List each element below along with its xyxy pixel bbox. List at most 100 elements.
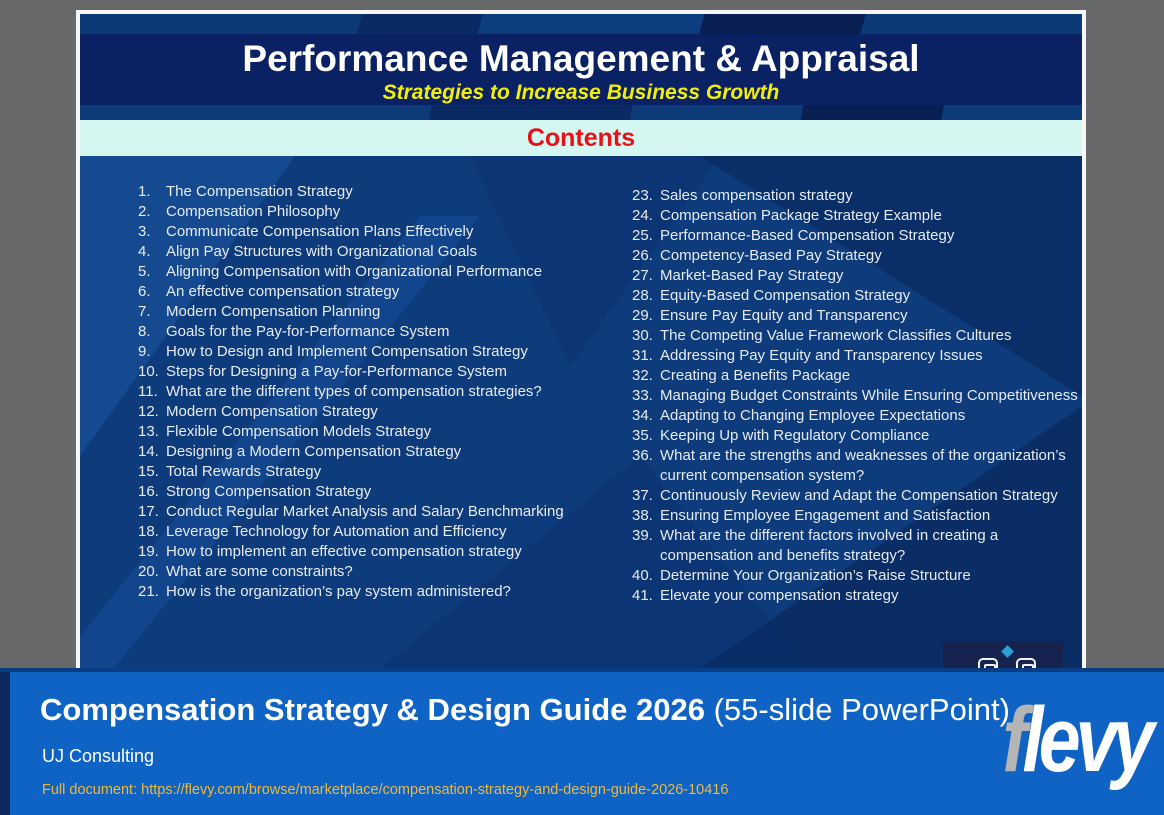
toc-item-text: The Competing Value Framework Classifies… [660, 327, 1012, 344]
toc-item: 21. How is the organization’s pay system… [138, 582, 588, 602]
toc-item-number: 24. [632, 207, 653, 224]
toc-item-number: 28. [632, 287, 653, 304]
toc-item-number: 2. [138, 203, 151, 220]
toc-item: 35. Keeping Up with Regulatory Complianc… [632, 426, 1082, 446]
diamond-icon [1001, 645, 1014, 658]
toc-item: 41. Elevate your compensation strategy [632, 586, 1082, 606]
toc-item-number: 23. [632, 187, 653, 204]
toc-item-number: 16. [138, 483, 159, 500]
toc-item-number: 1. [138, 183, 151, 200]
toc-item-text: Align Pay Structures with Organizational… [166, 243, 477, 260]
toc-item: 9. How to Design and Implement Compensat… [138, 342, 588, 362]
toc-item-number: 30. [632, 327, 653, 344]
toc-item: 17. Conduct Regular Market Analysis and … [138, 502, 588, 522]
toc-item: 15. Total Rewards Strategy [138, 462, 588, 482]
toc-item-number: 5. [138, 263, 151, 280]
toc-item: 28. Equity-Based Compensation Strategy [632, 286, 1082, 306]
toc-item: 40. Determine Your Organization’s Raise … [632, 566, 1082, 586]
toc-item: 23. Sales compensation strategy [632, 186, 1082, 206]
toc-item-number: 21. [138, 583, 159, 600]
toc-item-text: What are the strengths and weaknesses of… [660, 447, 1066, 484]
slide-title-band: Performance Management & Appraisal Strat… [80, 34, 1082, 105]
toc-item-text: Steps for Designing a Pay-for-Performanc… [166, 363, 507, 380]
toc-item-text: Strong Compensation Strategy [166, 483, 372, 500]
toc-item-text: How to Design and Implement Compensation… [166, 343, 528, 360]
document-title: Compensation Strategy & Design Guide 202… [40, 692, 1010, 728]
slide-subtitle: Strategies to Increase Business Growth [382, 81, 780, 104]
toc-item-text: Ensure Pay Equity and Transparency [660, 307, 908, 324]
toc-item-number: 4. [138, 243, 151, 260]
toc-item-number: 31. [632, 347, 653, 364]
toc-item-number: 26. [632, 247, 653, 264]
document-author: UJ Consulting [42, 746, 155, 766]
toc-item: 3. Communicate Compensation Plans Effect… [138, 222, 588, 242]
toc-item-text: Determine Your Organization’s Raise Stru… [660, 567, 971, 584]
toc-item-text: Elevate your compensation strategy [660, 587, 899, 604]
full-document-link[interactable]: Full document: https://flevy.com/browse/… [42, 782, 729, 798]
toc-item: 39. What are the different factors invol… [632, 526, 1082, 566]
toc-item: 18. Leverage Technology for Automation a… [138, 522, 588, 542]
document-title-format: (55-slide PowerPoint) [704, 692, 1010, 727]
toc-item-number: 7. [138, 303, 151, 320]
toc-item-number: 13. [138, 423, 159, 440]
background-geometric-pattern [80, 156, 1082, 706]
toc-item-number: 8. [138, 323, 151, 340]
toc-column-left: 1. The Compensation Strategy 2. Compensa… [138, 182, 588, 602]
toc-item: 8. Goals for the Pay-for-Performance Sys… [138, 322, 588, 342]
toc-item: 6. An effective compensation strategy [138, 282, 588, 302]
toc-item-number: 40. [632, 567, 653, 584]
toc-column-right: 23. Sales compensation strategy 24. Comp… [632, 186, 1082, 606]
toc-item-text: Designing a Modern Compensation Strategy [166, 443, 462, 460]
toc-item: 5. Aligning Compensation with Organizati… [138, 262, 588, 282]
toc-item-text: Addressing Pay Equity and Transparency I… [660, 347, 983, 364]
document-title-name: Compensation Strategy & Design Guide 202… [40, 692, 705, 727]
document-info-banner: Compensation Strategy & Design Guide 202… [0, 668, 1164, 815]
toc-item-text: Equity-Based Compensation Strategy [660, 287, 911, 304]
toc-item-text: The Compensation Strategy [166, 183, 353, 200]
toc-item: 16. Strong Compensation Strategy [138, 482, 588, 502]
toc-item: 25. Performance-Based Compensation Strat… [632, 226, 1082, 246]
toc-item-number: 10. [138, 363, 159, 380]
toc-item-text: Sales compensation strategy [660, 187, 853, 204]
toc-item: 1. The Compensation Strategy [138, 182, 588, 202]
contents-heading: Contents [526, 124, 636, 152]
toc-item: 12. Modern Compensation Strategy [138, 402, 588, 422]
flevy-logo-levy: levy [1022, 689, 1155, 791]
slide-title: Performance Management & Appraisal [242, 38, 920, 79]
toc-item-text: Keeping Up with Regulatory Compliance [660, 427, 930, 444]
toc-item-number: 11. [138, 383, 158, 400]
contents-bar: Contents [80, 120, 1082, 156]
toc-item-number: 35. [632, 427, 653, 444]
toc-item-number: 39. [632, 527, 653, 544]
toc-item-number: 19. [138, 543, 159, 560]
toc-item-text: Modern Compensation Planning [166, 303, 381, 320]
toc-item: 2. Compensation Philosophy [138, 202, 588, 222]
slide-content-area: 1. The Compensation Strategy 2. Compensa… [80, 156, 1082, 706]
toc-item-number: 34. [632, 407, 653, 424]
toc-item: 11. What are the different types of comp… [138, 382, 588, 402]
toc-item-number: 3. [138, 223, 151, 240]
toc-item-number: 17. [138, 503, 159, 520]
toc-item: 32. Creating a Benefits Package [632, 366, 1082, 386]
toc-item-number: 27. [632, 267, 653, 284]
toc-item: 38. Ensuring Employee Engagement and Sat… [632, 506, 1082, 526]
toc-item-text: Goals for the Pay-for-Performance System [166, 323, 450, 340]
toc-item-text: Aligning Compensation with Organizationa… [166, 263, 543, 280]
banner-left-accent-strip [0, 672, 10, 815]
toc-item: 36. What are the strengths and weaknesse… [632, 446, 1082, 486]
toc-item-text: Compensation Package Strategy Example [660, 207, 942, 224]
toc-item-text: How to implement an effective compensati… [166, 543, 522, 560]
toc-item-number: 12. [138, 403, 159, 420]
toc-item-text: Communicate Compensation Plans Effective… [166, 223, 474, 240]
toc-item: 27. Market-Based Pay Strategy [632, 266, 1082, 286]
toc-item-text: What are some constraints? [166, 563, 353, 580]
toc-item-text: How is the organization’s pay system adm… [166, 583, 511, 600]
toc-item: 13. Flexible Compensation Models Strateg… [138, 422, 588, 442]
toc-item-text: An effective compensation strategy [166, 283, 400, 300]
slide-mid-decor-strip [80, 105, 1082, 120]
toc-item: 31. Addressing Pay Equity and Transparen… [632, 346, 1082, 366]
toc-item-text: Compensation Philosophy [166, 203, 341, 220]
toc-item-text: Conduct Regular Market Analysis and Sala… [166, 503, 564, 520]
toc-item: 26. Competency-Based Pay Strategy [632, 246, 1082, 266]
toc-item-text: Total Rewards Strategy [166, 463, 322, 480]
